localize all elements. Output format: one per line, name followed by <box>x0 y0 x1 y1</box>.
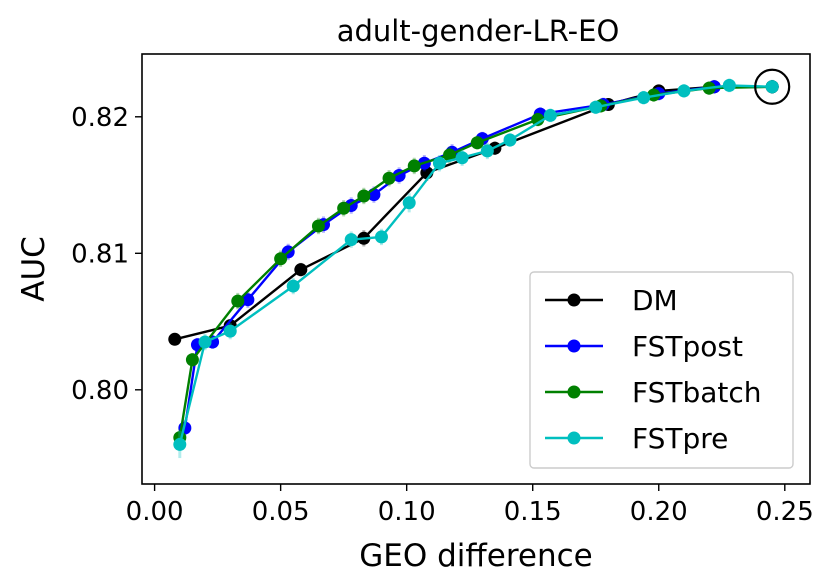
data-point-fstpre <box>286 279 300 293</box>
plot-frame <box>141 53 811 485</box>
data-point-fstpre <box>543 108 557 122</box>
data-point-fstpre <box>589 100 603 114</box>
chart-title: adult-gender-LR-EO <box>337 14 620 48</box>
y-tick-label: 0.81 <box>71 239 129 269</box>
legend-frame <box>529 271 794 469</box>
x-tick-label: 0.20 <box>630 497 688 527</box>
x-tick-label: 0.25 <box>756 497 814 527</box>
x-tick-label: 0.10 <box>378 497 436 527</box>
plot-area <box>168 68 791 459</box>
data-point-fstbatch <box>357 189 371 203</box>
data-point-fstbatch <box>185 353 199 367</box>
x-tick-label: 0.05 <box>252 497 310 527</box>
series-fstpre <box>173 78 779 459</box>
data-point-dm <box>168 332 182 346</box>
legend-label-dm: DM <box>632 284 678 317</box>
legend-item-fstbatch: FSTbatch <box>545 376 762 409</box>
data-point-fstbatch <box>470 136 484 150</box>
data-point-fstbatch <box>382 171 396 185</box>
data-point-fstpre <box>503 133 517 147</box>
legend-item-fstpost: FSTpost <box>545 330 743 363</box>
legend-label-fstpost: FSTpost <box>632 330 743 363</box>
y-tick-label: 0.82 <box>71 103 129 133</box>
legend-label-fstbatch: FSTbatch <box>632 376 762 409</box>
axis-ticks: 0.00 0.05 0.10 0.15 0.20 0.25 0.80 0.81 0.82 <box>71 103 814 527</box>
data-point-fstbatch <box>337 201 351 215</box>
legend-marker-dm <box>567 293 581 307</box>
legend-label-fstpre: FSTpre <box>632 422 728 455</box>
data-point-fstpre <box>722 78 736 92</box>
data-point-fstbatch <box>443 148 457 162</box>
data-point-fstbatch <box>231 294 245 308</box>
data-point-dm <box>294 263 308 277</box>
data-point-fstpre <box>173 437 187 451</box>
data-point-fstpost <box>241 293 255 307</box>
data-point-fstbatch <box>311 219 325 233</box>
legend-marker-fstpost <box>567 339 581 353</box>
legend-item-fstpre: FSTpre <box>545 422 728 455</box>
data-point-fstpre <box>432 156 446 170</box>
y-tick-label: 0.80 <box>71 376 129 406</box>
legend-item-dm: DM <box>545 284 678 317</box>
data-point-fstbatch <box>407 159 421 173</box>
data-point-fstpre <box>637 91 651 105</box>
y-axis-label: AUC <box>16 236 52 302</box>
data-point-fstpre <box>765 80 779 94</box>
x-axis-label: GEO difference <box>359 538 592 574</box>
data-point-fstpre <box>374 230 388 244</box>
highlight-circle <box>754 68 791 105</box>
legend-marker-fstbatch <box>567 385 581 399</box>
x-tick-label: 0.00 <box>126 497 184 527</box>
data-point-fstpre <box>223 324 237 338</box>
x-tick-label: 0.15 <box>504 497 562 527</box>
data-point-fstpre <box>402 196 416 210</box>
legend: DM FSTpost FSTbatch FSTpre <box>529 271 794 469</box>
legend-marker-fstpre <box>567 431 581 445</box>
data-point-fstpre <box>198 335 212 349</box>
data-point-fstpre <box>480 144 494 158</box>
data-point-fstpre <box>344 233 358 247</box>
data-point-fstpre <box>677 84 691 98</box>
data-point-fstbatch <box>274 252 288 266</box>
data-point-fstbatch <box>531 113 545 127</box>
data-point-fstpre <box>455 151 469 165</box>
